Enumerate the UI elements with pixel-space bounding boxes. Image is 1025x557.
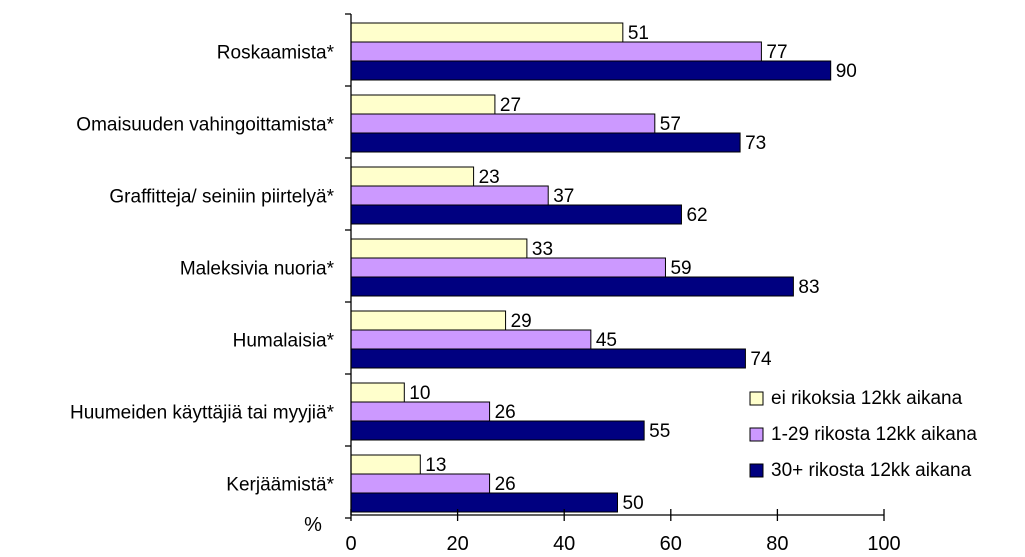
bar (350, 454, 421, 475)
bar (350, 382, 405, 403)
x-tick-label: 0 (345, 533, 356, 555)
x-tick-label: 20 (446, 533, 468, 555)
legend-swatch (749, 463, 764, 478)
data-label: 73 (745, 133, 766, 154)
data-label: 26 (495, 402, 516, 423)
data-label: 59 (670, 258, 691, 279)
y-axis-label: % (304, 514, 322, 536)
bar (350, 310, 507, 331)
bar (350, 94, 496, 115)
bar (350, 401, 491, 422)
bar (350, 113, 656, 134)
bar (350, 41, 762, 62)
x-tick-label: 100 (867, 533, 900, 555)
data-label: 45 (596, 330, 617, 351)
data-label: 23 (479, 167, 500, 188)
data-label: 90 (836, 61, 857, 82)
data-label: 37 (553, 186, 574, 207)
data-label: 55 (649, 421, 670, 442)
data-labels: 51 77 90 27 57 73 23 37 62 33 59 83 29 45 74 10 26 55 13 26… (409, 23, 857, 514)
legend: ei rikoksia 12kk aikana 1-29 rikosta 12kk… (749, 388, 977, 481)
data-label: 50 (623, 493, 644, 514)
data-label: 26 (495, 474, 516, 495)
category-label: Kerjäämistä* (226, 475, 334, 496)
data-label: 13 (425, 455, 446, 476)
bar (350, 60, 832, 81)
legend-swatch (749, 427, 764, 442)
legend-label: 1-29 rikosta 12kk aikana (771, 424, 977, 445)
legend-label: 30+ rikosta 12kk aikana (771, 460, 972, 481)
bar (350, 238, 528, 259)
bar (350, 185, 549, 206)
bar (350, 22, 624, 43)
axes (345, 13, 884, 519)
x-tick-label: 40 (553, 533, 575, 555)
x-axis-ticks: 0 20 40 60 80 100 (345, 509, 901, 555)
data-label: 51 (628, 23, 649, 44)
category-label: Huumeiden käyttäjiä tai myyjiä* (70, 403, 335, 424)
data-label: 77 (766, 42, 787, 63)
x-tick-label: 60 (660, 533, 682, 555)
bar (350, 276, 794, 297)
data-label: 83 (798, 277, 819, 298)
bar (350, 473, 491, 494)
bar (350, 257, 666, 278)
category-label: Maleksivia nuoria* (180, 259, 335, 280)
data-label: 62 (686, 205, 707, 226)
bar (350, 204, 682, 225)
bar (350, 166, 475, 187)
category-label: Humalaisia* (233, 331, 335, 352)
category-labels: Roskaamista* Omaisuuden vahingoittamista*… (70, 43, 335, 496)
category-label: Roskaamista* (217, 43, 335, 64)
legend-swatch (749, 391, 764, 406)
bar (350, 492, 618, 513)
data-label: 57 (660, 114, 681, 135)
data-label: 74 (750, 349, 772, 370)
data-label: 27 (500, 95, 521, 116)
bar (350, 132, 741, 153)
legend-label: ei rikoksia 12kk aikana (771, 388, 963, 409)
data-label: 33 (532, 239, 553, 260)
data-label: 29 (511, 311, 532, 332)
category-label: Graffitteja/ seiniin piirtelyä* (109, 187, 334, 208)
data-label: 10 (409, 383, 430, 404)
bar (350, 348, 746, 369)
x-tick-label: 80 (766, 533, 788, 555)
bar (350, 329, 592, 350)
category-label: Omaisuuden vahingoittamista* (76, 115, 334, 136)
bar (350, 420, 645, 441)
